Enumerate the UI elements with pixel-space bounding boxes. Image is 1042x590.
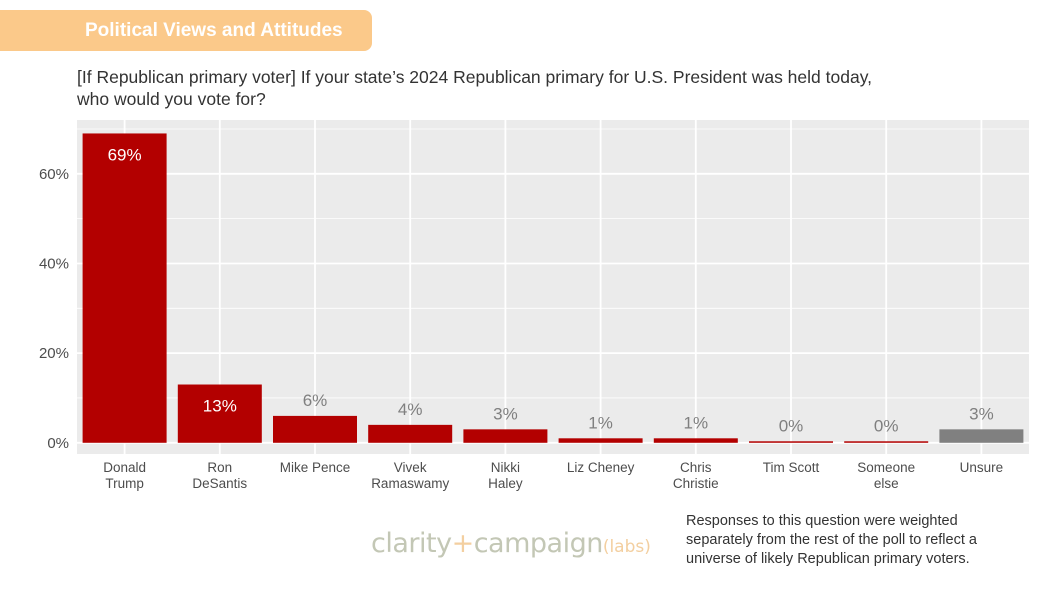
data-label: 3% <box>493 404 518 423</box>
x-category-label: Liz Cheney <box>567 460 635 475</box>
logo-text-clarity: clarity <box>371 528 452 559</box>
bar <box>558 438 643 443</box>
x-category-label-line: Tim Scott <box>763 460 820 475</box>
x-category-label: Unsure <box>960 460 1004 475</box>
x-category-label-line: Liz Cheney <box>567 460 635 475</box>
data-label: 13% <box>203 397 237 416</box>
data-label: 69% <box>108 145 142 164</box>
footnote-line-1: Responses to this question were weighted <box>686 513 958 529</box>
x-category-label-line: Ron <box>207 460 232 475</box>
x-category-label-line: Christie <box>673 476 719 491</box>
x-category-label: Nikki Haley <box>488 460 523 491</box>
clarity-campaign-logo: clarity+campaign(labs) <box>371 528 651 568</box>
footnote-text: Responses to this question were weighted… <box>686 512 1031 569</box>
logo-text-plus: + <box>451 528 475 559</box>
data-label: 1% <box>588 413 613 432</box>
x-category-label-line: Someone <box>857 460 915 475</box>
x-category-label-line: Ramaswamy <box>371 476 449 491</box>
bar <box>844 441 929 443</box>
y-tick-label: 20% <box>39 345 69 362</box>
x-category-label-line: Nikki <box>491 460 520 475</box>
x-category-label: Someone else <box>857 460 915 491</box>
x-category-label-line: Chris <box>680 460 712 475</box>
bar <box>463 429 548 443</box>
bar <box>749 441 833 443</box>
data-label: 3% <box>969 404 994 423</box>
section-title: Political Views and Attitudes <box>85 19 343 41</box>
data-label: 1% <box>684 413 709 432</box>
x-category-label: Chris Christie <box>673 460 719 491</box>
bar <box>273 415 357 443</box>
data-label: 0% <box>874 416 899 435</box>
x-category-label: Vivek Ramaswamy <box>371 460 449 491</box>
y-tick-label: 0% <box>47 435 69 452</box>
logo-text-labs: (labs) <box>602 537 651 557</box>
data-label: 6% <box>303 391 328 410</box>
question-line-2: who would you vote for? <box>77 89 266 109</box>
data-label: 0% <box>779 416 804 435</box>
x-category-label-line: Vivek <box>394 460 427 475</box>
footnote-line-2: separately from the rest of the poll to … <box>686 532 977 548</box>
bar <box>653 438 738 443</box>
question-line-1: [If Republican primary voter] If your st… <box>77 67 873 87</box>
bar <box>82 133 167 443</box>
x-category-label-line: DeSantis <box>192 476 247 491</box>
x-category-label-line: Donald <box>103 460 146 475</box>
x-category-label-line: Haley <box>488 476 523 491</box>
y-tick-label: 60% <box>39 166 69 183</box>
x-category-label: Mike Pence <box>280 460 351 475</box>
footnote-line-3: universe of likely Republican primary vo… <box>686 551 970 567</box>
bar <box>368 424 453 443</box>
x-category-label-line: else <box>874 476 899 491</box>
x-category-label: Donald Trump <box>103 460 146 491</box>
bar <box>939 429 1024 443</box>
data-label: 4% <box>398 400 423 419</box>
x-category-label-line: Mike Pence <box>280 460 351 475</box>
x-category-label-line: Trump <box>105 476 144 491</box>
bar <box>177 384 262 443</box>
x-category-label: Ron DeSantis <box>192 460 247 491</box>
x-category-label: Tim Scott <box>763 460 820 475</box>
y-tick-label: 40% <box>39 255 69 272</box>
logo-text-campaign: campaign <box>473 528 604 559</box>
question-text: [If Republican primary voter] If your st… <box>77 66 977 110</box>
x-category-label-line: Unsure <box>960 460 1004 475</box>
section-header-tab: Political Views and Attitudes <box>0 10 372 51</box>
bar-chart: 0% 20% 40% 60% 69% Donald Trump 13% Ron DeSantis 6… <box>39 120 1029 491</box>
